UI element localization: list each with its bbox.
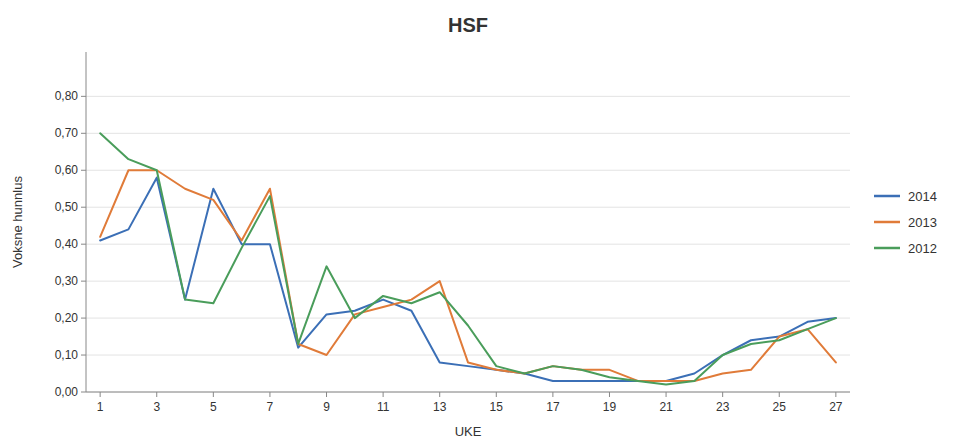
y-tick-label: 0,60 <box>55 163 79 177</box>
x-tick <box>326 392 327 397</box>
x-tick <box>100 392 101 397</box>
x-tick-label: 17 <box>546 400 560 414</box>
x-tick <box>496 392 497 397</box>
legend-swatch <box>874 195 900 198</box>
grid-line <box>86 392 850 393</box>
y-tick <box>81 133 86 134</box>
grid-line <box>86 170 850 171</box>
x-axis-line <box>86 392 850 393</box>
x-tick <box>383 392 384 397</box>
legend-label: 2014 <box>908 189 937 204</box>
y-tick-label: 0,20 <box>55 311 79 325</box>
y-tick <box>81 244 86 245</box>
x-axis-label: UKE <box>455 424 482 439</box>
y-tick-label: 0,80 <box>55 89 79 103</box>
lines <box>100 133 836 384</box>
chart: 0,000,100,200,300,400,500,600,700,801357… <box>0 0 980 448</box>
grid-line <box>86 318 850 319</box>
y-tick <box>81 392 86 393</box>
x-tick <box>835 392 836 397</box>
y-tick <box>81 318 86 319</box>
series-line <box>100 133 836 384</box>
y-tick <box>81 96 86 97</box>
grid-line <box>86 133 850 134</box>
grid-line <box>86 96 850 97</box>
legend-label: 2013 <box>908 215 937 230</box>
x-axis: 13579111315171921232527 <box>97 392 843 414</box>
y-tick <box>81 170 86 171</box>
x-tick <box>609 392 610 397</box>
grid-line <box>86 355 850 356</box>
x-tick-label: 15 <box>490 400 504 414</box>
title: HSF <box>448 14 488 36</box>
y-tick-label: 0,10 <box>55 348 79 362</box>
x-tick-label: 23 <box>716 400 730 414</box>
y-tick <box>81 207 86 208</box>
legend-swatch <box>874 221 900 224</box>
y-axis-line <box>86 52 87 392</box>
grid-line <box>86 207 850 208</box>
x-tick-label: 13 <box>433 400 447 414</box>
x-tick-label: 9 <box>323 400 330 414</box>
y-tick-label: 0,30 <box>55 274 79 288</box>
x-tick <box>156 392 157 397</box>
grid-line <box>86 244 850 245</box>
y-tick <box>81 355 86 356</box>
y-grid: 0,00 0,10 0,20 0,30 0,40 0,50 0,60 0,70 0,80 <box>55 89 850 399</box>
x-tick-label: 19 <box>603 400 617 414</box>
y-axis-label: Voksne hunnlus <box>10 176 25 268</box>
grid-line <box>86 281 850 282</box>
x-tick-label: 11 <box>377 400 390 414</box>
x-tick-label: 3 <box>153 400 160 414</box>
x-tick <box>779 392 780 397</box>
x-tick <box>213 392 214 397</box>
series-line <box>100 170 836 381</box>
x-tick <box>666 392 667 397</box>
x-tick <box>439 392 440 397</box>
x-tick-label: 1 <box>97 400 104 414</box>
x-tick-label: 7 <box>267 400 274 414</box>
background <box>0 0 980 448</box>
x-tick-label: 21 <box>659 400 673 414</box>
y-tick <box>81 281 86 282</box>
legend-swatch <box>874 247 900 250</box>
legend: 2014 2013 2012 <box>874 189 937 256</box>
y-tick-label: 0,40 <box>55 237 79 251</box>
x-tick <box>722 392 723 397</box>
x-tick <box>269 392 270 397</box>
y-tick-label: 0,70 <box>55 126 79 140</box>
x-tick-label: 27 <box>829 400 843 414</box>
x-tick <box>552 392 553 397</box>
legend-label: 2012 <box>908 241 937 256</box>
y-tick-label: 0,50 <box>55 200 79 214</box>
x-tick-label: 5 <box>210 400 217 414</box>
series-line <box>100 178 836 381</box>
x-tick-label: 25 <box>773 400 787 414</box>
y-tick-label: 0,00 <box>55 385 79 399</box>
